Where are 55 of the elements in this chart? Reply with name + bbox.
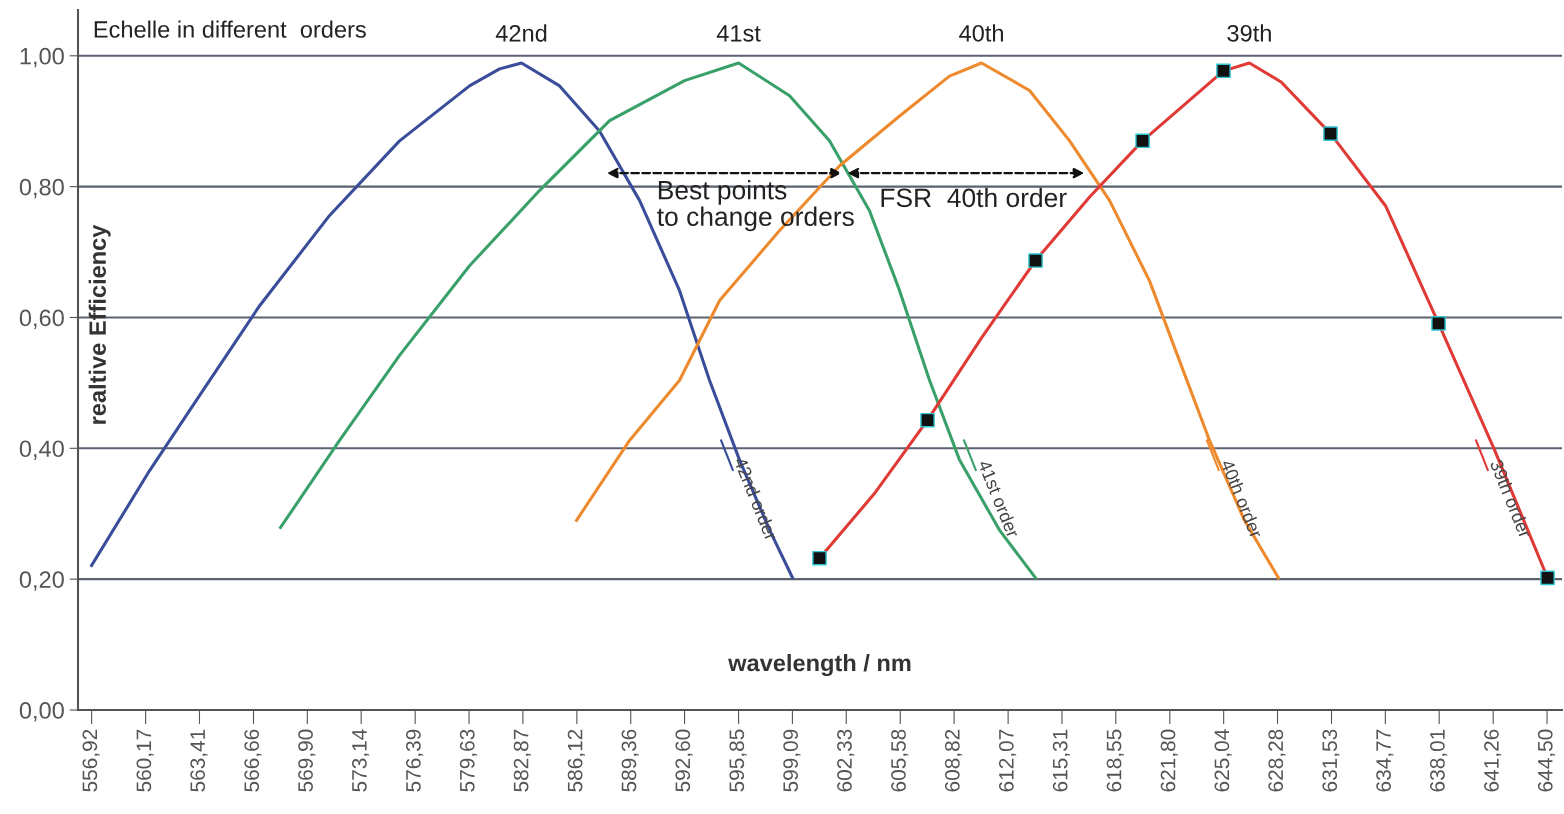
chart-title: Echelle in different orders [94, 20, 366, 38]
point [1431, 316, 1446, 331]
point [812, 550, 827, 566]
x-tick-label: 625,04 [1214, 729, 1232, 792]
point [1540, 570, 1555, 586]
text: 42nd order [733, 456, 779, 542]
annotation: 40th [959, 24, 1003, 42]
x-tick-label: 579,63 [459, 729, 478, 792]
x-tick-label: 563,41 [190, 729, 208, 792]
x-tick-label: 628,28 [1268, 729, 1286, 792]
x-tick-label: 621,80 [1160, 729, 1178, 792]
y-axis-title: realtive Efficiency [88, 224, 111, 424]
x-tick-label: 631,53 [1322, 729, 1340, 792]
x-tick-label: 595,85 [729, 729, 747, 792]
text: 39th order [1489, 458, 1533, 540]
point [1028, 253, 1043, 268]
y-tick-label: 0,20 [19, 571, 64, 591]
y-tick-label: 1,00 [20, 47, 64, 68]
text: 40th order [1220, 458, 1264, 540]
y-tick-label: 0,80 [19, 178, 64, 199]
x-tick-label: 556,92 [82, 729, 100, 792]
x-tick-label: 586,12 [567, 729, 585, 792]
x-tick-label: 602,33 [837, 729, 855, 792]
x-tick-label: 644,50 [1537, 729, 1556, 792]
x-tick-label: 576,39 [406, 729, 424, 792]
x-tick-label: 608,82 [944, 729, 963, 792]
x-tick-label: 605,58 [891, 729, 909, 792]
y-tick-label: 0,60 [19, 309, 64, 330]
x-tick-label: 569,90 [298, 729, 316, 792]
annotation: 39th [1227, 24, 1271, 42]
x-tick-label: 612,07 [998, 729, 1017, 792]
x-tick-label: 641,26 [1484, 729, 1502, 792]
x-tick-label: 592,60 [675, 729, 693, 792]
x-tick-label: 599,09 [783, 729, 801, 792]
x-tick-label: 573,14 [352, 729, 370, 792]
annotation: FSR 40th order [881, 187, 1067, 208]
x-tick-label: 618,55 [1106, 729, 1124, 792]
annotation: 42nd [495, 24, 547, 42]
line-series [575, 61, 1281, 580]
x-tick-label: 566,66 [244, 729, 262, 792]
x-tick-label: 615,31 [1052, 729, 1071, 792]
point [1323, 126, 1338, 141]
annotation: 41st [716, 25, 761, 42]
point [1135, 133, 1150, 149]
point [920, 412, 935, 428]
x-tick-label: 634,77 [1376, 729, 1394, 792]
y-tick-label: 0,40 [19, 440, 64, 460]
x-tick-label: 560,17 [136, 729, 154, 792]
text: 41st order [977, 458, 1021, 539]
x-axis-title: wavelength / nm [728, 654, 911, 677]
x-tick-label: 638,01 [1430, 729, 1448, 792]
x-tick-label: 589,36 [621, 729, 639, 792]
y-tick-label: 0,00 [19, 702, 64, 722]
point [1216, 63, 1231, 79]
x-tick-label: 582,87 [513, 729, 531, 792]
